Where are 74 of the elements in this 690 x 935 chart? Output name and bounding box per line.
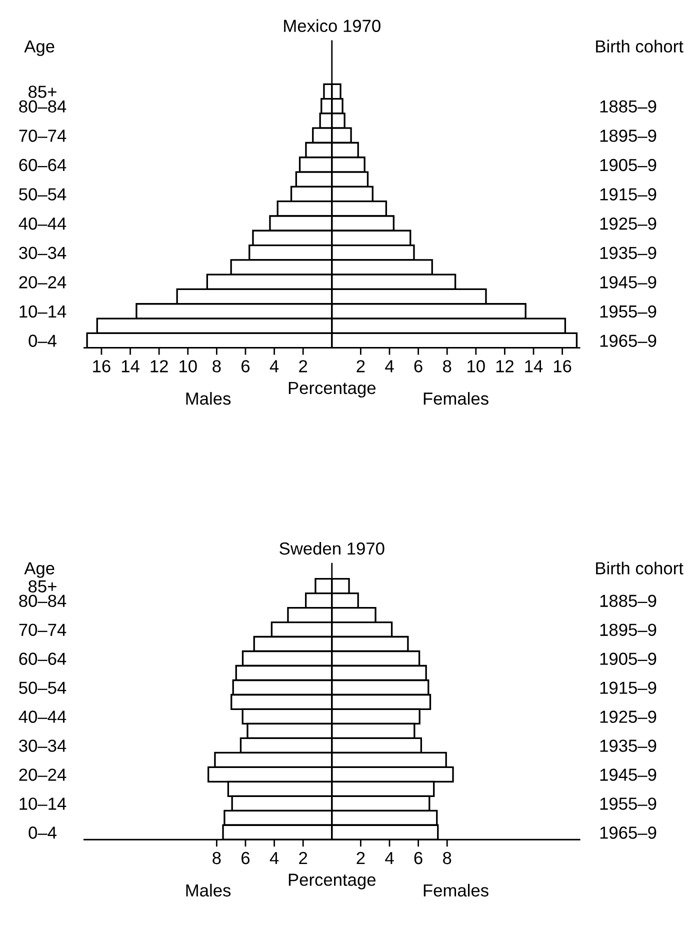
y-tick-label: 40–44 xyxy=(18,217,66,230)
text: Males xyxy=(186,884,231,897)
y-tick-label: 60–64 xyxy=(19,652,66,665)
y-tick-label: 10–14 xyxy=(20,798,66,810)
y-tick-label: 40–44 xyxy=(18,710,66,723)
x-tick-label: 14 xyxy=(122,360,140,372)
y-tick-label: 80–84 xyxy=(19,594,66,608)
y-tick-label: 30–34 xyxy=(19,246,66,260)
y2-axis-title: Birth cohort xyxy=(596,562,684,574)
y2-tick-label: 1955–9 xyxy=(600,305,656,318)
y-tick-label: 70–74 xyxy=(19,624,66,636)
text: Females xyxy=(424,392,488,405)
y-tick-label: 10–14 xyxy=(20,305,66,318)
x-tick-label: 6 xyxy=(242,852,250,864)
x-tick-label: 10 xyxy=(468,360,485,372)
y2-tick-label: 1935–9 xyxy=(600,246,656,260)
y-axis-title: Age xyxy=(24,40,54,56)
y2-tick-label: 1965–9 xyxy=(600,826,656,839)
x-tick-label: 10 xyxy=(180,360,197,372)
text: Females xyxy=(424,884,488,897)
y-tick-label: 20–24 xyxy=(19,768,66,781)
y2-tick-label: 1955–9 xyxy=(600,798,656,810)
x-tick-label: 16 xyxy=(93,360,110,372)
y-tick-label: 0–4 xyxy=(28,334,56,347)
x-tick-label: 2 xyxy=(299,360,308,372)
y-tick-label: 50–54 xyxy=(19,188,66,200)
x-tick-label: 8 xyxy=(212,852,221,864)
x-tick-label: 14 xyxy=(525,360,543,372)
y2-tick-label: 1935–9 xyxy=(600,740,656,752)
y-tick-label: 20–24 xyxy=(19,276,66,288)
y2-tick-label: 1925–9 xyxy=(600,217,656,230)
y2-tick-label: 1965–9 xyxy=(600,334,656,347)
y2-tick-label: 1885–9 xyxy=(600,100,656,113)
y2-tick-label: 1945–9 xyxy=(600,768,656,781)
y2-tick-label: 1905–9 xyxy=(600,158,656,172)
x-tick-label: 8 xyxy=(443,360,452,372)
y2-tick-label: 1895–9 xyxy=(600,130,656,142)
y-axis-title: Age xyxy=(24,562,54,578)
y-tick-label: 0–4 xyxy=(28,826,56,839)
x-tick-label: 8 xyxy=(212,360,221,372)
y-tick-label: 60–64 xyxy=(19,158,66,172)
text: Males xyxy=(186,392,231,405)
x-tick-label: 2 xyxy=(356,852,365,864)
y-tick-label: 50–54 xyxy=(19,682,66,694)
x-tick-label: 4 xyxy=(385,360,394,372)
y2-tick-label: 1915–9 xyxy=(600,188,656,200)
x-tick-label: 4 xyxy=(270,852,279,864)
x-tick-label: 2 xyxy=(356,360,365,372)
x-tick-label: 6 xyxy=(242,360,250,372)
y2-tick-label: 1905–9 xyxy=(600,652,656,665)
x-tick-label: 4 xyxy=(270,360,279,372)
y-tick-label: 70–74 xyxy=(19,130,66,142)
chart-title: Mexico 1970 xyxy=(284,19,380,32)
x-tick-label: 2 xyxy=(299,852,308,864)
y2-tick-label: 1945–9 xyxy=(600,276,656,288)
y2-tick-label: 1925–9 xyxy=(600,710,656,723)
y2-tick-label: 1885–9 xyxy=(600,594,656,608)
y-tick-label: 85+ xyxy=(28,580,56,593)
y2-tick-label: 1895–9 xyxy=(600,624,656,636)
x-tick-label: 12 xyxy=(150,360,168,372)
x-tick-label: 16 xyxy=(554,360,572,372)
x-tick-label: 4 xyxy=(385,852,394,864)
y2-axis-title: Birth cohort xyxy=(596,40,684,53)
y-tick-label: 85+ xyxy=(28,86,56,98)
chart-title: Sweden 1970 xyxy=(280,542,384,555)
x-axis-title: Percentage xyxy=(288,874,376,890)
x-tick-label: 12 xyxy=(496,360,514,372)
x-tick-label: 8 xyxy=(443,852,452,864)
x-axis-title: Percentage xyxy=(288,382,376,398)
y2-tick-label: 1915–9 xyxy=(600,682,656,694)
x-tick-label: 6 xyxy=(414,852,422,864)
y-tick-label: 80–84 xyxy=(19,100,66,113)
y-tick-label: 30–34 xyxy=(19,740,66,752)
x-tick-label: 6 xyxy=(414,360,422,372)
